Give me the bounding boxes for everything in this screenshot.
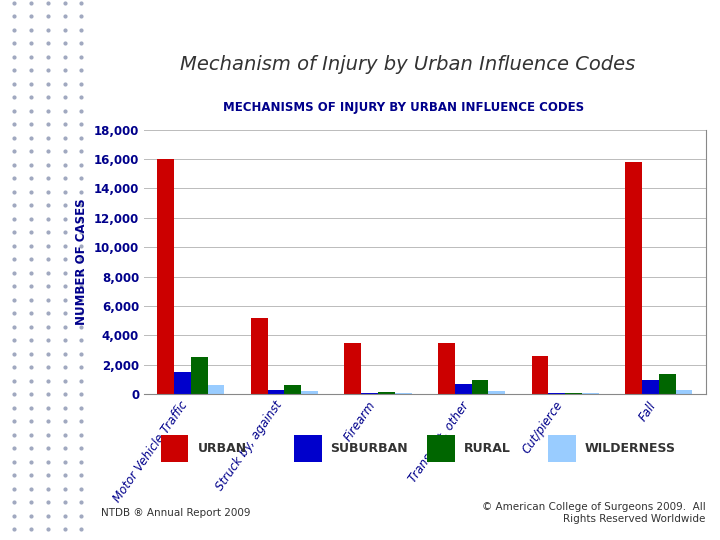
Bar bbox=[395, 393, 412, 394]
Text: URBAN: URBAN bbox=[197, 442, 247, 455]
Text: Mechanism of Injury by Urban Influence Codes: Mechanism of Injury by Urban Influence C… bbox=[180, 55, 635, 75]
Text: © American College of Surgeons 2009.  All
Rights Reserved Worldwide: © American College of Surgeons 2009. All… bbox=[482, 502, 706, 524]
Bar bbox=[428, 435, 454, 462]
Bar bbox=[174, 372, 191, 394]
Bar bbox=[472, 380, 488, 394]
Bar bbox=[675, 390, 693, 394]
Bar bbox=[549, 393, 565, 394]
Bar bbox=[161, 435, 189, 462]
Bar bbox=[642, 380, 659, 394]
Bar bbox=[582, 393, 599, 394]
Text: WILDERNESS: WILDERNESS bbox=[585, 442, 675, 455]
Bar bbox=[361, 393, 378, 394]
Bar bbox=[294, 435, 322, 462]
Bar bbox=[207, 386, 225, 394]
Bar bbox=[659, 374, 675, 394]
Bar bbox=[268, 390, 284, 394]
Bar bbox=[251, 318, 268, 394]
Text: RURAL: RURAL bbox=[464, 442, 510, 455]
Bar bbox=[344, 343, 361, 394]
Bar bbox=[157, 159, 174, 394]
Bar bbox=[284, 386, 301, 394]
Bar bbox=[531, 356, 549, 394]
Bar bbox=[301, 392, 318, 394]
Bar bbox=[565, 393, 582, 394]
Bar bbox=[549, 435, 575, 462]
Bar bbox=[488, 390, 505, 394]
Text: SUBURBAN: SUBURBAN bbox=[330, 442, 408, 455]
Bar bbox=[191, 357, 207, 394]
Text: Figure
44: Figure 44 bbox=[118, 54, 156, 76]
Bar bbox=[438, 343, 455, 394]
Text: NTDB ® Annual Report 2009: NTDB ® Annual Report 2009 bbox=[101, 508, 251, 518]
Text: MECHANISMS OF INJURY BY URBAN INFLUENCE CODES: MECHANISMS OF INJURY BY URBAN INFLUENCE … bbox=[222, 102, 584, 114]
Bar bbox=[455, 384, 472, 394]
Bar bbox=[378, 392, 395, 394]
Y-axis label: NUMBER OF CASES: NUMBER OF CASES bbox=[75, 199, 89, 325]
Bar bbox=[625, 162, 642, 394]
